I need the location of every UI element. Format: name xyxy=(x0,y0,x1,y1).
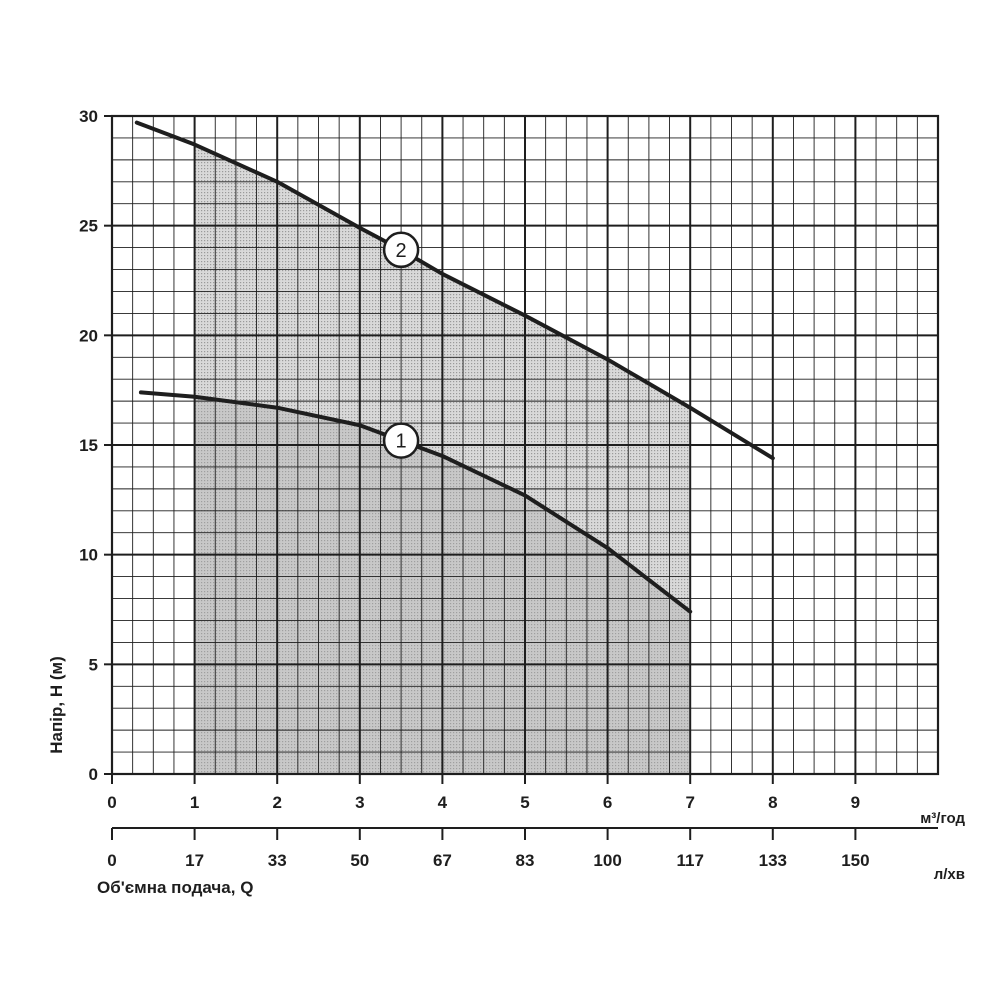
y-axis-title: Напір, H (м) xyxy=(47,656,66,753)
x-tick-label: 0 xyxy=(107,793,116,812)
x-tick-label: 7 xyxy=(685,793,694,812)
x-tick-label: 9 xyxy=(851,793,860,812)
labels: м³/год л/хв Об'ємна подача, Q Напір, H (… xyxy=(47,656,965,897)
x2-tick-label: 50 xyxy=(350,851,369,870)
x-tick-label: 4 xyxy=(438,793,448,812)
x2-tick-label: 150 xyxy=(841,851,869,870)
series-line-2 xyxy=(134,120,775,461)
x-tick-label: 1 xyxy=(190,793,199,812)
x2-tick-label: 67 xyxy=(433,851,452,870)
x2-tick-label: 117 xyxy=(676,851,703,870)
x2-tick-label: 83 xyxy=(516,851,535,870)
series-label-1: 1 xyxy=(396,431,407,453)
x-tick-label: 5 xyxy=(520,793,529,812)
y-tick-label: 25 xyxy=(79,217,98,236)
x2-tick-label: 17 xyxy=(185,851,204,870)
series-label-circle-2 xyxy=(382,231,420,269)
y-tick-label: 15 xyxy=(79,436,98,455)
y-tick-label: 20 xyxy=(79,326,98,345)
x-tick-label: 2 xyxy=(272,793,281,812)
series-label-2: 2 xyxy=(396,240,407,262)
y-tick-label: 30 xyxy=(79,107,98,126)
x-unit-secondary: л/хв xyxy=(934,866,965,883)
curves: 12 xyxy=(134,120,775,614)
x2-tick-label: 133 xyxy=(759,851,787,870)
x2-tick-label: 0 xyxy=(107,851,116,870)
x-tick-label: 3 xyxy=(355,793,364,812)
grid xyxy=(110,114,940,776)
y-tick-label: 10 xyxy=(79,546,98,565)
y-tick-label: 5 xyxy=(89,655,98,674)
x-unit-primary: м³/год xyxy=(920,810,965,827)
x2-tick-label: 33 xyxy=(268,851,287,870)
series-label-circle-1 xyxy=(382,422,420,459)
x-axis-title: Об'ємна подача, Q xyxy=(97,878,253,897)
x-tick-label: 8 xyxy=(768,793,777,812)
y-tick-label: 0 xyxy=(89,765,98,784)
x-tick-label: 6 xyxy=(603,793,612,812)
x2-tick-label: 100 xyxy=(593,851,621,870)
